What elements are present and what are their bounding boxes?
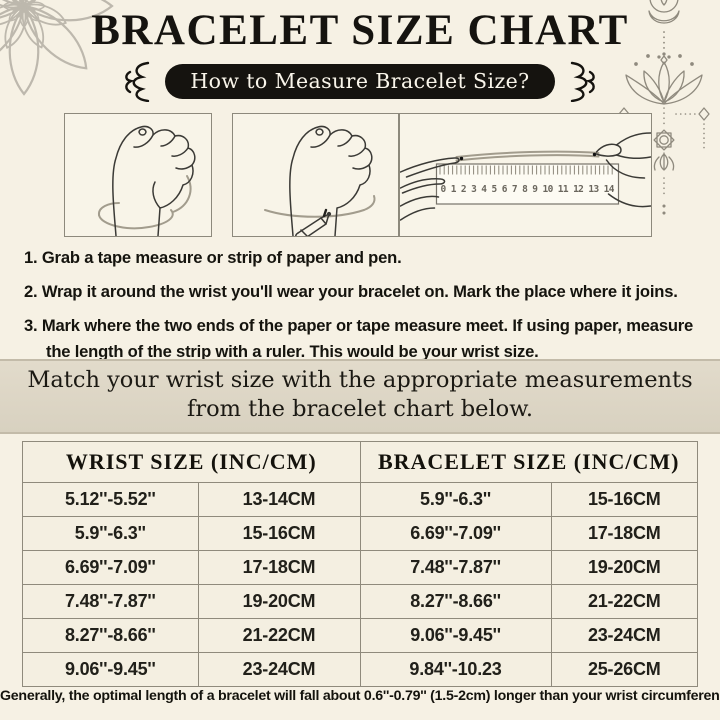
instruction-step-1: 1. Grab a tape measure or strip of paper… (24, 248, 402, 267)
table-row: 8.27''-8.66'' 21-22CM 9.06''-9.45'' 23-2… (22, 618, 699, 653)
cell-bracelet-inch: 9.06''-9.45'' (359, 618, 552, 653)
cell-wrist-inch: 7.48''-7.87'' (22, 584, 199, 619)
cell-wrist-cm: 21-22CM (197, 618, 361, 653)
instruction-step-2: 2. Wrap it around the wrist you'll wear … (24, 282, 678, 301)
instruction-list: 1. Grab a tape measure or strip of paper… (24, 245, 710, 373)
table-row: 5.9''-6.3'' 15-16CM 6.69''-7.09'' 17-18C… (22, 516, 699, 551)
cell-wrist-inch: 6.69''-7.09'' (22, 550, 199, 585)
table-row: 6.69''-7.09'' 17-18CM 7.48''-7.87'' 19-2… (22, 550, 699, 585)
cell-wrist-cm: 13-14CM (197, 482, 361, 517)
cell-bracelet-inch: 7.48''-7.87'' (359, 550, 552, 585)
cell-wrist-cm: 17-18CM (197, 550, 361, 585)
cell-bracelet-cm: 17-18CM (550, 516, 699, 551)
cell-bracelet-inch: 6.69''-7.09'' (359, 516, 552, 551)
cell-bracelet-cm: 25-26CM (550, 652, 699, 687)
instruction-step-3: 3. Mark where the two ends of the paper … (24, 316, 694, 361)
match-banner: Match your wrist size with the appropria… (0, 359, 720, 434)
footer-note: Generally, the optimal length of a brace… (0, 688, 720, 704)
cell-bracelet-cm: 15-16CM (550, 482, 699, 517)
cell-bracelet-inch: 8.27''-8.66'' (359, 584, 552, 619)
ruler-numbers: 0 1 2 3 4 5 6 7 8 9 10 11 12 13 14 (441, 184, 615, 195)
pen-icon (295, 208, 332, 236)
page-title: BRACELET SIZE CHART (91, 7, 629, 54)
table-row: 9.06''-9.45'' 23-24CM 9.84''-10.23 25-26… (22, 652, 699, 687)
cell-bracelet-cm: 21-22CM (550, 584, 699, 619)
table-row: 5.12''-5.52'' 13-14CM 5.9''-6.3'' 15-16C… (22, 482, 699, 517)
cell-bracelet-inch: 5.9''-6.3'' (359, 482, 552, 517)
cell-bracelet-cm: 23-24CM (550, 618, 699, 653)
banner-line-2: from the bracelet chart below. (187, 396, 533, 422)
step1-illustration-wrap-tape (64, 113, 212, 237)
table-row: 7.48''-7.87'' 19-20CM 8.27''-8.66'' 21-2… (22, 584, 699, 619)
subtitle-pill: How to Measure Bracelet Size? (165, 63, 555, 99)
cell-wrist-inch: 5.9''-6.3'' (22, 516, 199, 551)
cell-wrist-inch: 8.27''-8.66'' (22, 618, 199, 653)
ruler-measure-icon: 0 1 2 3 4 5 6 7 8 9 10 11 12 13 14 (400, 132, 651, 221)
banner-line-1: Match your wrist size with the appropria… (27, 367, 693, 393)
bracelet-size-header: BRACELET SIZE (INC/CM) (359, 441, 698, 483)
subtitle-row: How to Measure Bracelet Size? (0, 61, 720, 102)
filigree-left-icon (125, 61, 150, 102)
filigree-right-icon (570, 61, 595, 102)
wrist-size-header: WRIST SIZE (INC/CM) (22, 441, 361, 483)
cell-wrist-cm: 23-24CM (197, 652, 361, 687)
cell-wrist-inch: 9.06''-9.45'' (22, 652, 199, 687)
table-header-row: WRIST SIZE (INC/CM) BRACELET SIZE (INC/C… (22, 441, 698, 483)
size-table: WRIST SIZE (INC/CM) BRACELET SIZE (INC/C… (22, 441, 699, 687)
cell-bracelet-cm: 19-20CM (550, 550, 699, 585)
hand-with-tape-icon (97, 125, 196, 236)
step2-illustration-mark-pen (232, 113, 399, 237)
cell-wrist-cm: 15-16CM (197, 516, 361, 551)
step3-illustration-ruler: 0 1 2 3 4 5 6 7 8 9 10 11 12 13 14 (399, 113, 652, 237)
cell-wrist-cm: 19-20CM (197, 584, 361, 619)
cell-bracelet-inch: 9.84''-10.23 (359, 652, 552, 687)
cell-wrist-inch: 5.12''-5.52'' (22, 482, 199, 517)
hand-with-pen-icon (264, 125, 376, 236)
